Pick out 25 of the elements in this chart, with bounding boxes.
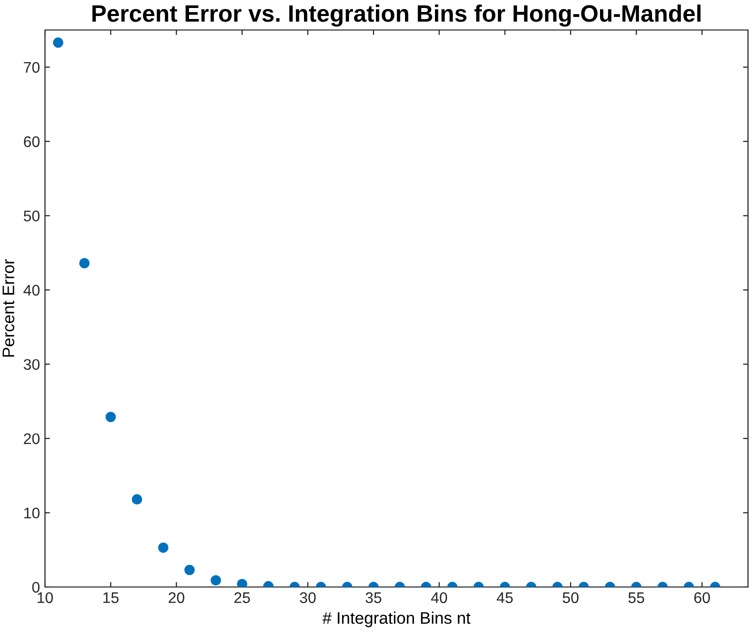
x-tick-label: 40 [431, 592, 448, 604]
x-tick-label: 45 [496, 592, 513, 604]
x-tick-label: 55 [628, 592, 644, 604]
point [236, 578, 248, 587]
y-tick-label: 60 [24, 136, 40, 148]
y-tick-label: 70 [24, 62, 40, 73]
point [79, 258, 90, 268]
x-tick-label: 30 [300, 592, 316, 604]
x-tick-label: 15 [103, 592, 119, 604]
chart-title: Percent Error vs. Integration Bins for Hong-Ou-Mandel [92, 4, 701, 27]
point [106, 412, 116, 422]
x-tick-label: 25 [234, 592, 250, 604]
y-tick-label: 40 [24, 284, 40, 296]
y-tick-label: 50 [24, 210, 40, 222]
y-tick-label: 10 [24, 508, 40, 518]
y-tick-label: 30 [24, 359, 40, 370]
y-tick-label: 0 [32, 582, 40, 593]
x-tick-label: 60 [694, 592, 710, 604]
y-tick-label: 20 [24, 433, 40, 444]
x-tick-label: 50 [562, 592, 579, 604]
x-tick-label: 10 [38, 592, 53, 604]
x-tick-label: 35 [366, 592, 382, 604]
x-tick-label: 20 [168, 592, 184, 604]
x-axis-title: # Integration Bins nt [322, 612, 471, 628]
y-axis-title: Percent Error [2, 259, 14, 357]
